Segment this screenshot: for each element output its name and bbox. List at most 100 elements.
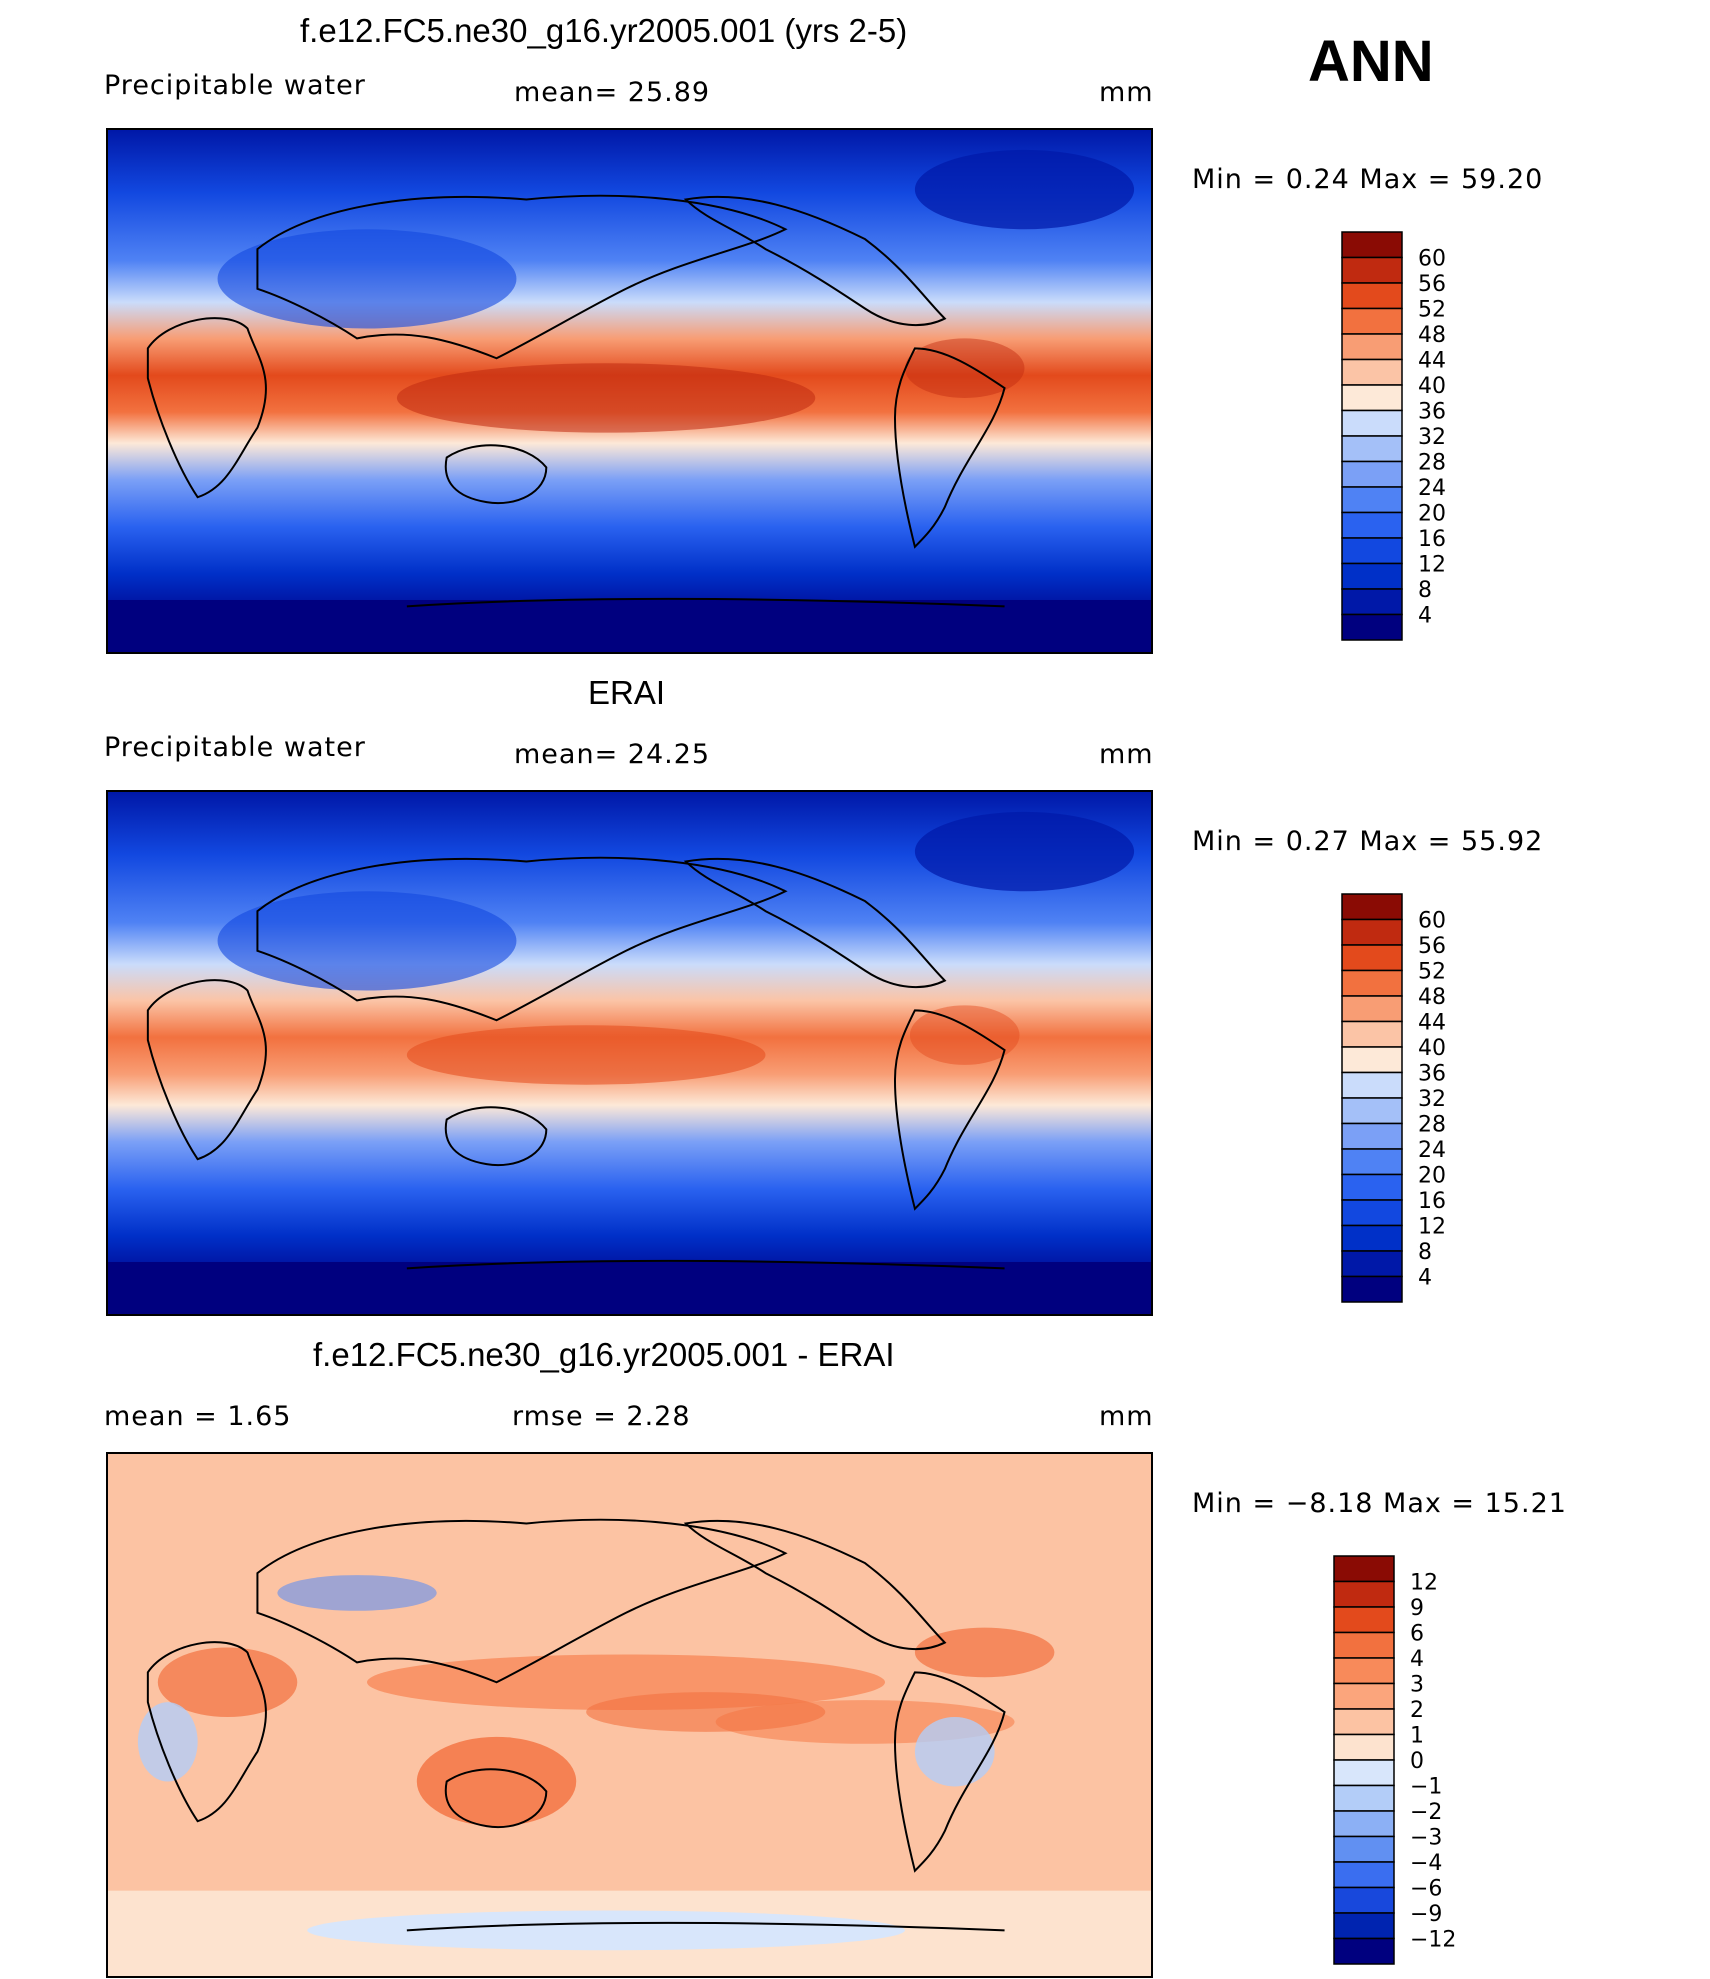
colorbar-swatch	[1341, 1097, 1403, 1125]
colorbar-tick-label: −1	[1410, 1775, 1442, 1800]
colorbar-swatch	[1341, 944, 1403, 972]
panel-3-field	[108, 1454, 1151, 1976]
colorbar-tick-label: 8	[1418, 578, 1432, 603]
colorbar-tick-label: 56	[1418, 272, 1446, 297]
colorbar-swatch	[1333, 1606, 1395, 1634]
panel-1-units-label: mm	[1099, 77, 1154, 108]
panel-1-colorbar: 60 56 52 48 44 40 36 32 28 24 20 16 12 8 4	[1340, 230, 1490, 645]
colorbar-tick-label: 36	[1418, 400, 1446, 425]
colorbar-swatch	[1341, 918, 1403, 946]
colorbar-tick-label: −9	[1410, 1902, 1442, 1927]
colorbar-tick-label: 48	[1418, 323, 1446, 348]
colorbar-swatch	[1341, 256, 1403, 284]
colorbar-tick-label: −3	[1410, 1826, 1442, 1851]
colorbar-tick-label: 9	[1410, 1596, 1424, 1621]
colorbar-swatch	[1341, 409, 1403, 437]
panel-2-variable-label: Precipitable water	[104, 732, 366, 763]
colorbar-swatch	[1333, 1937, 1395, 1965]
colorbar-tick-label: 40	[1418, 1036, 1446, 1061]
season-label: ANN	[1308, 29, 1434, 94]
colorbar-swatch	[1333, 1657, 1395, 1685]
colorbar-tick-label: 20	[1418, 1164, 1446, 1189]
colorbar-swatch	[1333, 1810, 1395, 1838]
colorbar-swatch	[1333, 1759, 1395, 1787]
colorbar-tick-label: 20	[1418, 502, 1446, 527]
colorbar-swatch	[1333, 1580, 1395, 1608]
colorbar-swatch	[1341, 435, 1403, 463]
panel-3-title: f.e12.FC5.ne30_g16.yr2005.001 - ERAI	[313, 1336, 895, 1373]
panel-2-minmax: Min = 0.27 Max = 55.92	[1192, 826, 1544, 857]
colorbar-swatch	[1341, 588, 1403, 616]
colorbar-tick-label: 28	[1418, 451, 1446, 476]
colorbar-tick-label: −6	[1410, 1877, 1442, 1902]
colorbar-tick-label: 24	[1418, 476, 1446, 501]
colorbar-swatch	[1341, 893, 1403, 921]
colorbar-swatch	[1333, 1708, 1395, 1736]
panel-1-field	[108, 130, 1151, 652]
colorbar-swatch	[1341, 358, 1403, 386]
colorbar-swatch	[1333, 1835, 1395, 1863]
colorbar-swatch	[1341, 333, 1403, 361]
colorbar-tick-label: 12	[1418, 1215, 1446, 1240]
colorbar-tick-label: 8	[1418, 1240, 1432, 1265]
colorbar-tick-label: 44	[1418, 349, 1446, 374]
colorbar-tick-label: 0	[1410, 1749, 1424, 1774]
colorbar-swatch	[1341, 1275, 1403, 1303]
colorbar-tick-label: 16	[1418, 527, 1446, 552]
colorbar-swatch	[1341, 1173, 1403, 1201]
colorbar-swatch	[1341, 307, 1403, 335]
colorbar-tick-label: 52	[1418, 298, 1446, 323]
colorbar-tick-label: 36	[1418, 1062, 1446, 1087]
colorbar-tick-label: 56	[1418, 934, 1446, 959]
colorbar-swatch	[1341, 1250, 1403, 1278]
panel-1-title: f.e12.FC5.ne30_g16.yr2005.001 (yrs 2-5)	[300, 12, 908, 49]
colorbar-tick-label: −4	[1410, 1851, 1442, 1876]
colorbar-swatch	[1333, 1631, 1395, 1659]
colorbar-tick-label: 44	[1418, 1011, 1446, 1036]
colorbar-swatch	[1341, 486, 1403, 514]
colorbar-tick-label: 2	[1410, 1698, 1424, 1723]
panel-2-map	[106, 790, 1153, 1316]
panel-3-colorbar: 12 9 6 4 3 2 1 0 −1 −2 −3 −4 −6 −9 −12	[1332, 1554, 1482, 1969]
panel-3-rmse-label: rmse = 2.28	[512, 1401, 691, 1432]
colorbar-swatch	[1333, 1886, 1395, 1914]
colorbar-swatch	[1341, 511, 1403, 539]
panel-2-field	[108, 792, 1151, 1314]
colorbar-swatch	[1341, 1020, 1403, 1048]
colorbar-tick-label: 4	[1418, 604, 1432, 629]
colorbar-tick-label: 4	[1410, 1647, 1424, 1672]
panel-1-mean-label: mean= 25.89	[514, 77, 711, 108]
colorbar-tick-label: 32	[1418, 1087, 1446, 1112]
colorbar-swatch	[1333, 1682, 1395, 1710]
colorbar-tick-label: 52	[1418, 960, 1446, 985]
colorbar-swatch	[1333, 1784, 1395, 1812]
colorbar-tick-label: 32	[1418, 425, 1446, 450]
colorbar-tick-label: 12	[1418, 553, 1446, 578]
colorbar-tick-label: 12	[1410, 1571, 1438, 1596]
colorbar-swatch	[1341, 613, 1403, 641]
colorbar-swatch	[1333, 1733, 1395, 1761]
colorbar-tick-label: 40	[1418, 374, 1446, 399]
colorbar-tick-label: 1	[1410, 1724, 1424, 1749]
colorbar-swatch	[1333, 1912, 1395, 1940]
colorbar-swatch	[1341, 969, 1403, 997]
colorbar-tick-label: 4	[1418, 1266, 1432, 1291]
colorbar-swatch	[1341, 995, 1403, 1023]
colorbar-tick-label: 6	[1410, 1622, 1424, 1647]
colorbar-swatch	[1341, 384, 1403, 412]
colorbar-tick-label: 24	[1418, 1138, 1446, 1163]
colorbar-swatch	[1341, 282, 1403, 310]
panel-2-colorbar: 60 56 52 48 44 40 36 32 28 24 20 16 12 8 4	[1340, 892, 1490, 1307]
colorbar-tick-label: −12	[1410, 1928, 1456, 1953]
panel-3-mean-label: mean = 1.65	[104, 1401, 292, 1432]
colorbar-swatch	[1341, 537, 1403, 565]
colorbar-swatch	[1341, 460, 1403, 488]
colorbar-tick-label: 16	[1418, 1189, 1446, 1214]
panel-1-minmax: Min = 0.24 Max = 59.20	[1192, 164, 1544, 195]
colorbar-tick-label: 28	[1418, 1113, 1446, 1138]
colorbar-swatch	[1341, 1148, 1403, 1176]
colorbar-swatch	[1341, 1071, 1403, 1099]
panel-2-mean-label: mean= 24.25	[514, 739, 711, 770]
